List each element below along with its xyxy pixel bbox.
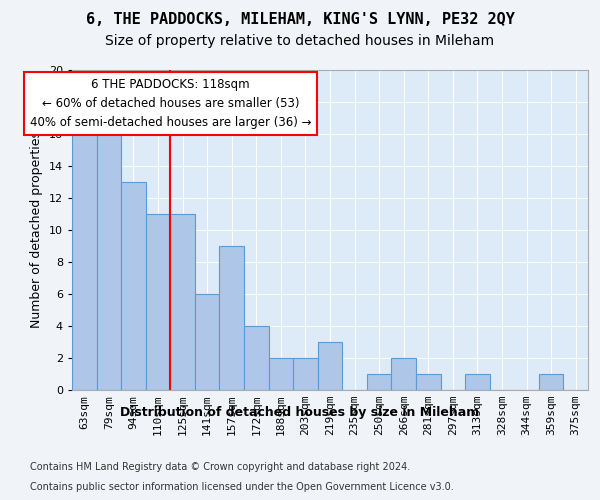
Text: 6, THE PADDOCKS, MILEHAM, KING'S LYNN, PE32 2QY: 6, THE PADDOCKS, MILEHAM, KING'S LYNN, P… [86,12,514,27]
Text: Size of property relative to detached houses in Mileham: Size of property relative to detached ho… [106,34,494,48]
Bar [244,326,269,390]
Text: Distribution of detached houses by size in Mileham: Distribution of detached houses by size … [121,406,479,419]
Bar [367,374,391,390]
Bar [97,118,121,390]
Bar [391,358,416,390]
Bar [72,118,97,390]
Bar [195,294,220,390]
Bar [318,342,342,390]
Bar [121,182,146,390]
Text: 6 THE PADDOCKS: 118sqm
← 60% of detached houses are smaller (53)
40% of semi-det: 6 THE PADDOCKS: 118sqm ← 60% of detached… [29,78,311,129]
Bar [293,358,318,390]
Y-axis label: Number of detached properties: Number of detached properties [30,132,43,328]
Bar [170,214,195,390]
Bar [465,374,490,390]
Text: Contains HM Land Registry data © Crown copyright and database right 2024.: Contains HM Land Registry data © Crown c… [30,462,410,472]
Bar [220,246,244,390]
Bar [539,374,563,390]
Bar [416,374,440,390]
Bar [146,214,170,390]
Bar [269,358,293,390]
Text: Contains public sector information licensed under the Open Government Licence v3: Contains public sector information licen… [30,482,454,492]
